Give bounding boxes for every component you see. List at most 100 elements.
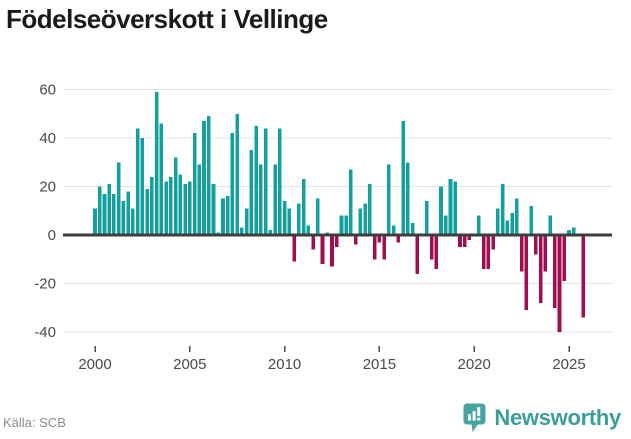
- bar-positive: [112, 193, 116, 235]
- bar-positive: [448, 179, 453, 235]
- bar-positive: [406, 162, 410, 235]
- bar-positive: [159, 123, 164, 235]
- bar-positive: [116, 162, 121, 235]
- bar-negative: [372, 235, 377, 260]
- bar-positive: [244, 208, 249, 235]
- bar-positive: [183, 184, 187, 235]
- y-tick-label: 60: [39, 82, 56, 99]
- bar-positive: [387, 164, 391, 235]
- bar-positive: [93, 208, 97, 235]
- x-tick-label: 2025: [552, 356, 585, 373]
- y-tick-label: -20: [34, 276, 56, 293]
- y-tick-label: -40: [34, 324, 56, 341]
- bar-positive: [150, 176, 154, 235]
- bar-positive: [268, 230, 273, 235]
- bar-positive: [391, 225, 396, 235]
- bar-negative: [353, 235, 358, 245]
- bar-positive: [439, 186, 443, 235]
- x-tick-label: 2005: [173, 356, 206, 373]
- bar-positive: [126, 191, 130, 235]
- x-tick-label: 2015: [363, 356, 396, 373]
- bar-positive: [548, 215, 552, 235]
- y-tick-label: 20: [39, 179, 56, 196]
- bar-negative: [543, 235, 548, 272]
- bar-positive: [173, 157, 178, 235]
- bar-negative: [434, 235, 439, 269]
- bar-negative: [382, 235, 386, 260]
- bar-negative: [330, 235, 334, 267]
- bar-positive: [225, 196, 230, 235]
- bar-positive: [453, 181, 458, 235]
- source-note: Källa: SCB: [3, 415, 66, 430]
- bar-positive: [254, 125, 258, 235]
- bar-positive: [131, 208, 135, 235]
- bar-positive: [505, 220, 510, 235]
- bar-negative: [458, 235, 462, 248]
- bar-positive: [197, 164, 202, 235]
- bar-negative: [481, 235, 486, 269]
- bar-positive: [107, 184, 111, 235]
- bar-positive: [510, 213, 514, 235]
- bar-positive: [154, 91, 159, 235]
- bar-positive: [344, 215, 348, 235]
- bar-positive: [263, 128, 268, 235]
- bar-negative: [538, 235, 543, 303]
- chart-title: Födelseöverskott i Vellinge: [6, 4, 328, 34]
- bar-positive: [425, 201, 429, 235]
- bar-positive: [571, 227, 576, 235]
- bar-positive: [339, 215, 344, 235]
- bar-positive: [282, 201, 287, 235]
- bar-negative: [415, 235, 420, 274]
- bar-positive: [358, 208, 363, 235]
- bar-positive: [301, 179, 306, 235]
- bar-negative: [562, 235, 567, 282]
- newsworthy-wordmark: Newsworthy: [494, 404, 621, 430]
- bar-positive: [202, 121, 206, 235]
- bar-negative: [491, 235, 495, 250]
- bar-positive: [259, 164, 263, 235]
- x-tick-label: 2010: [268, 356, 301, 373]
- bar-positive: [164, 181, 168, 235]
- bar-positive: [567, 230, 571, 235]
- bar-positive: [178, 174, 183, 235]
- bar-positive: [235, 113, 239, 235]
- x-tick-label: 2020: [458, 356, 491, 373]
- bar-positive: [287, 208, 292, 235]
- bar-negative: [320, 235, 325, 265]
- bar-positive: [316, 198, 320, 235]
- bar-positive: [140, 138, 145, 235]
- newsworthy-pin-barchart-icon: [463, 403, 486, 432]
- bar-positive: [192, 133, 197, 235]
- bar-negative: [334, 235, 339, 248]
- bar-positive: [145, 188, 149, 235]
- bar-positive: [410, 222, 415, 235]
- bar-negative: [292, 235, 296, 262]
- bar-negative: [467, 235, 472, 240]
- bar-negative: [486, 235, 491, 269]
- bar-positive: [443, 215, 448, 235]
- bar-negative: [557, 235, 562, 332]
- bar-positive: [368, 184, 372, 235]
- bar-positive: [496, 208, 500, 235]
- bar-chart-svg: 60 40 20 0 -20 -40 2000 2005 2010 2015 2020 2025: [34, 82, 612, 373]
- bar-positive: [477, 215, 481, 235]
- bar-positive: [206, 116, 211, 235]
- bar-positive: [349, 169, 353, 235]
- x-tick-label: 2000: [78, 356, 111, 373]
- bar-negative: [429, 235, 434, 260]
- y-tick-label: 40: [39, 130, 56, 147]
- bar-positive: [135, 128, 140, 235]
- bar-positive: [273, 164, 277, 235]
- bar-positive: [500, 184, 505, 235]
- bar-positive: [97, 186, 102, 235]
- bar-positive: [121, 201, 126, 235]
- bar-positive: [211, 184, 216, 235]
- bar-negative: [377, 235, 382, 243]
- bar-positive: [529, 205, 533, 235]
- bar-positive: [401, 121, 405, 235]
- bar-positive: [306, 225, 311, 235]
- bar-positive: [188, 181, 192, 235]
- bar-negative: [534, 235, 538, 255]
- bar-negative: [396, 235, 401, 243]
